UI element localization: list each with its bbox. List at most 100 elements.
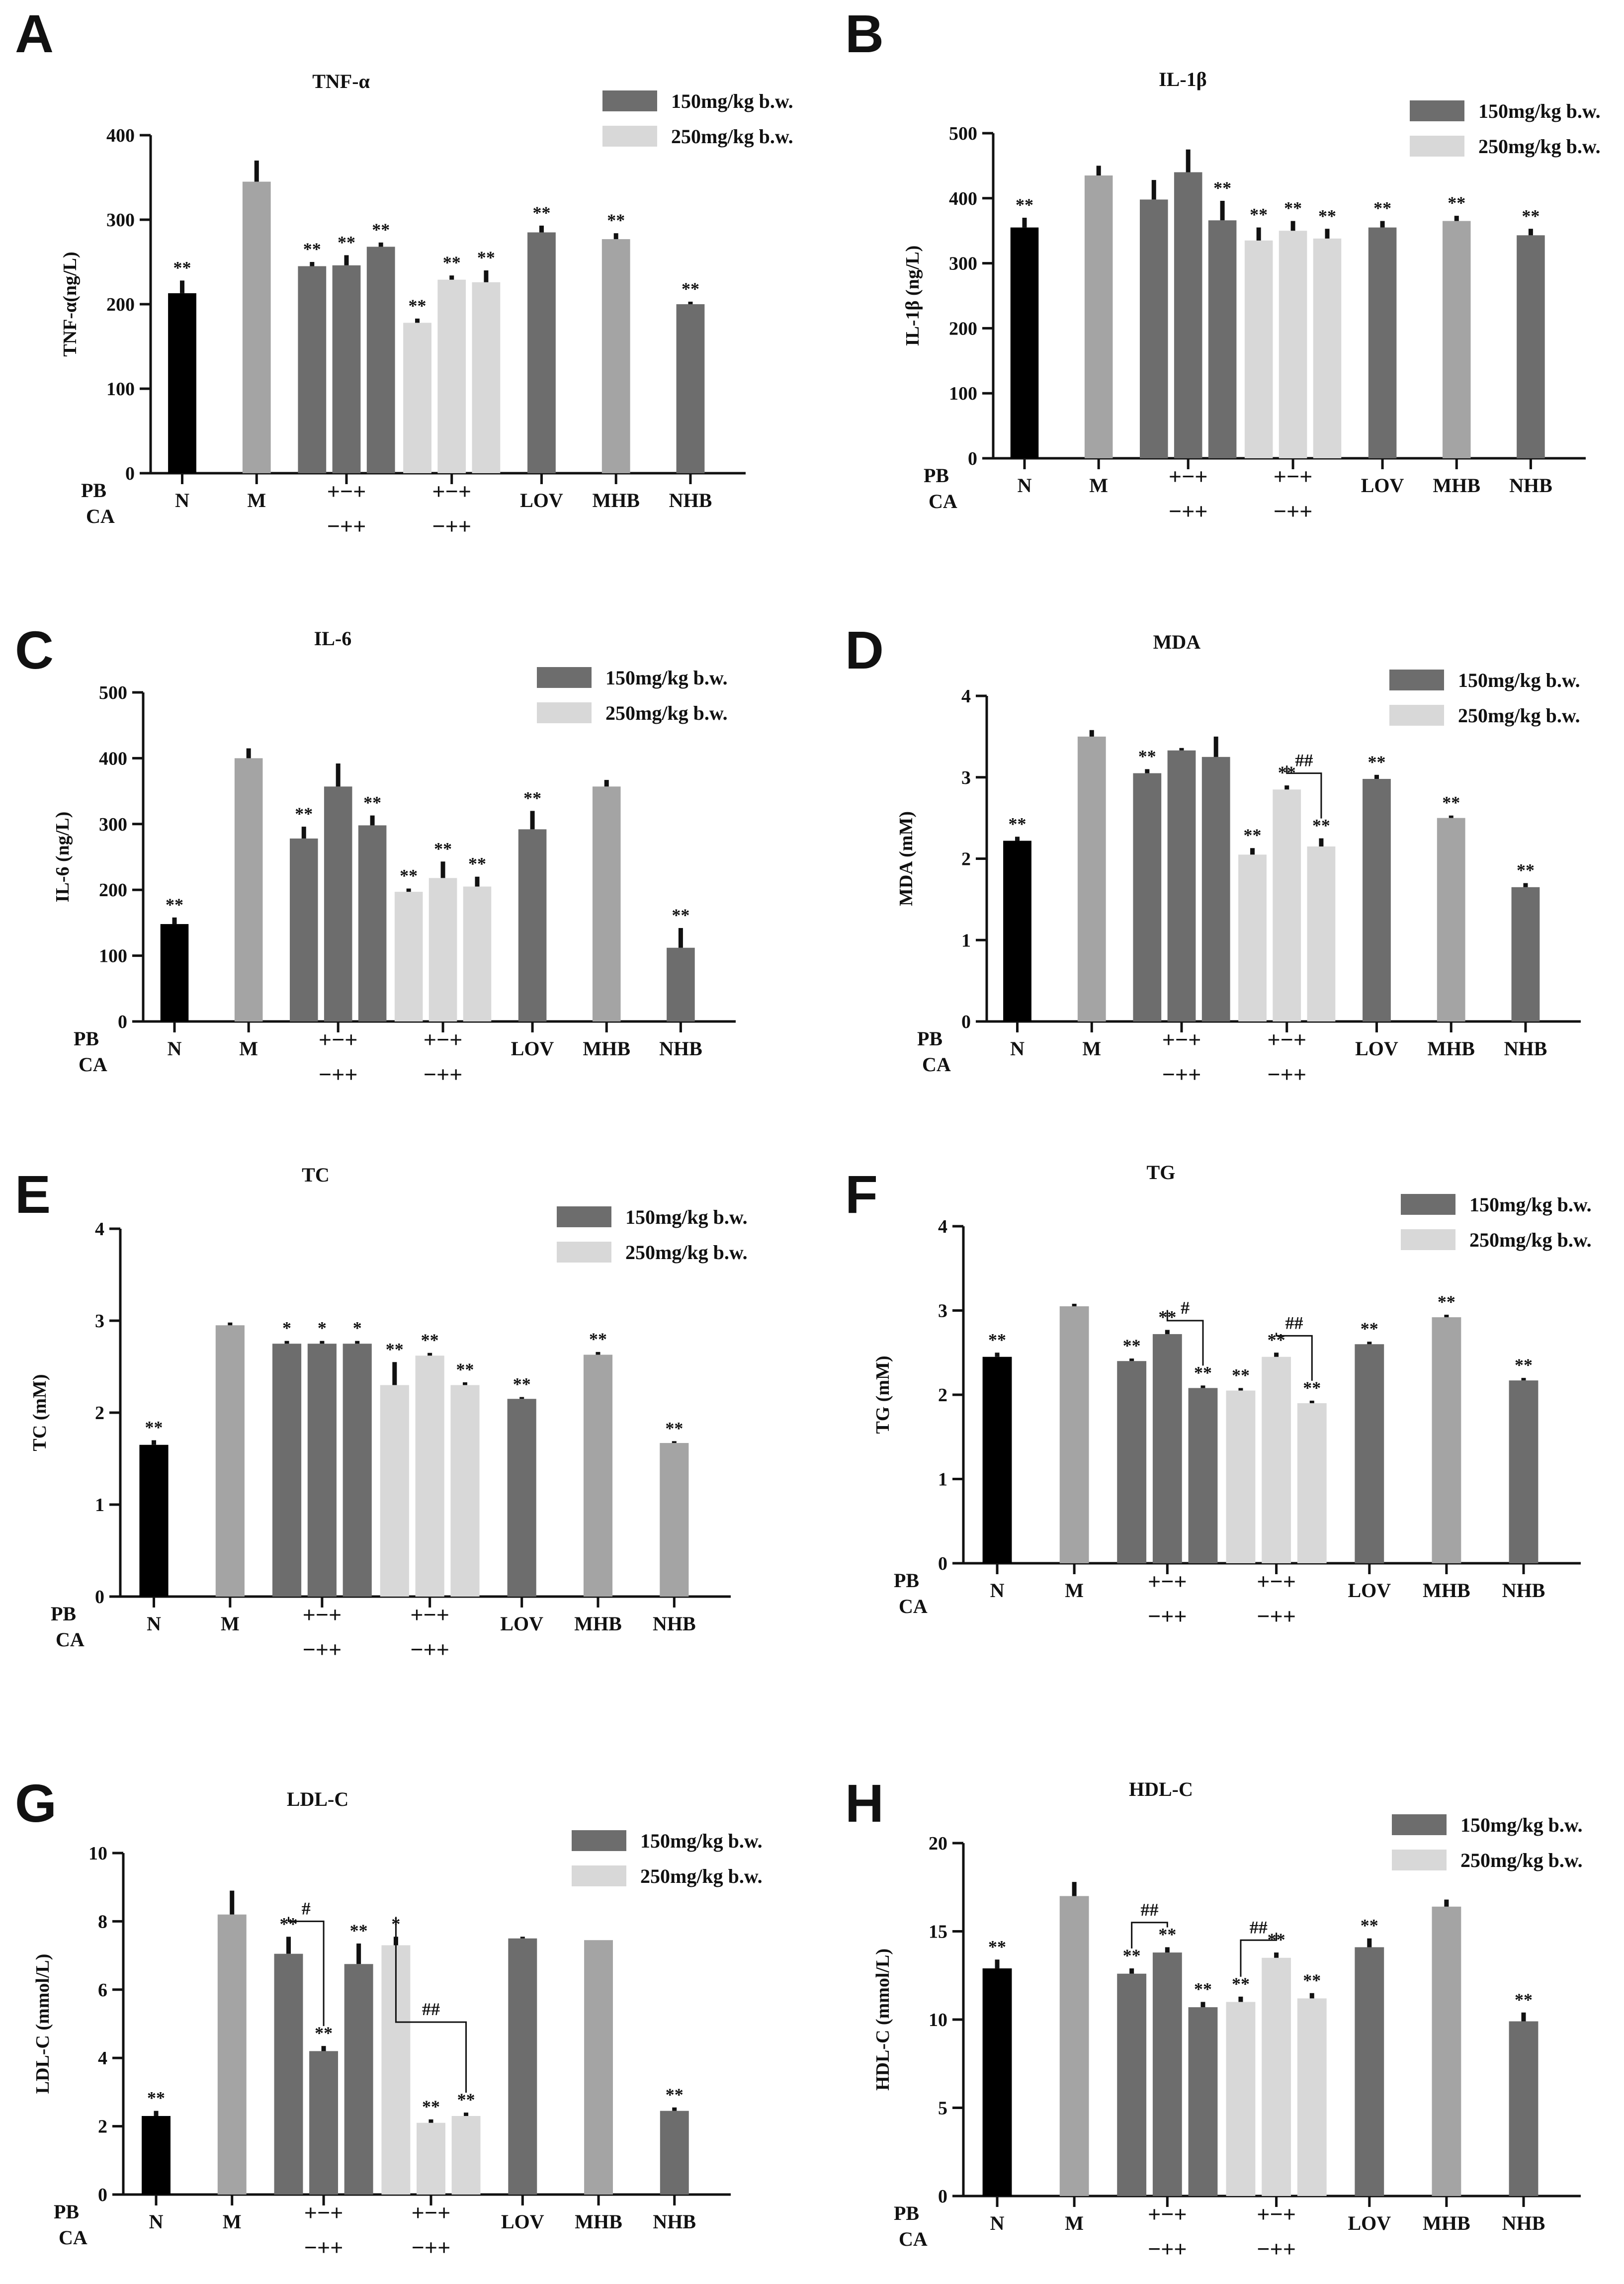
legend-swatch-250 bbox=[572, 1865, 626, 1886]
legend: 150mg/kg b.w. 250mg/kg b.w. bbox=[1392, 1814, 1583, 1871]
legend-swatch-150 bbox=[1392, 1814, 1447, 1835]
bar-group: ** bbox=[139, 1418, 169, 1597]
ca-signs: −++ bbox=[1257, 2236, 1296, 2262]
y-tick-label: 300 bbox=[949, 254, 977, 274]
panel-letter: D bbox=[845, 620, 884, 680]
significance-label: ** bbox=[173, 257, 191, 277]
bar-group: ** ** bbox=[289, 763, 387, 1021]
legend-label-250: 250mg/kg b.w. bbox=[605, 702, 728, 724]
significance-label: ** bbox=[434, 839, 452, 858]
significance-label: ** bbox=[666, 2085, 684, 2105]
bar-group: ** bbox=[1442, 193, 1471, 458]
bar bbox=[307, 1344, 337, 1597]
significance-label: ** bbox=[1138, 746, 1156, 766]
ca-signs: −++ bbox=[412, 2235, 451, 2260]
bar-group: ** bbox=[1509, 1990, 1539, 2196]
bar bbox=[527, 232, 556, 473]
y-tick-label: 400 bbox=[949, 188, 977, 209]
y-tick-label: 2 bbox=[95, 1403, 104, 1424]
y-tick-label: 2 bbox=[938, 1385, 947, 1406]
bar-group: ** bbox=[982, 1330, 1012, 1563]
y-tick-label: 4 bbox=[938, 1216, 947, 1237]
bar bbox=[1297, 1403, 1327, 1563]
significance-label: ** bbox=[523, 788, 541, 808]
y-tick-label: 400 bbox=[99, 748, 127, 769]
row-label-pb: PB bbox=[917, 1027, 942, 1050]
panel-letter: F bbox=[845, 1164, 878, 1224]
legend-swatch-250 bbox=[602, 126, 657, 147]
significance-label: * bbox=[353, 1318, 362, 1338]
legend: 150mg/kg b.w. 250mg/kg b.w. bbox=[1401, 1193, 1592, 1251]
bar bbox=[1355, 1947, 1384, 2196]
x-category-label: NHB bbox=[669, 489, 712, 511]
bar bbox=[160, 924, 189, 1021]
significance-label: ** bbox=[665, 1418, 683, 1438]
bar-group bbox=[508, 1937, 537, 2195]
y-axis-label: TG (mM) bbox=[872, 1355, 893, 1434]
bar bbox=[1117, 1973, 1147, 2196]
legend-label-250: 250mg/kg b.w. bbox=[1460, 1849, 1583, 1871]
panel-f: F TG 0 1 2 3 4 TG (mM) PB CA ** N M ** ** ** +−+ −++ ** ** *… bbox=[845, 1161, 1592, 1629]
hash-label: # bbox=[302, 1898, 311, 1918]
significance-label: ** bbox=[1232, 1974, 1250, 1994]
pb-signs: +−+ bbox=[1162, 1027, 1201, 1052]
ca-signs: −++ bbox=[319, 1062, 358, 1087]
bar bbox=[289, 838, 318, 1021]
bar bbox=[1167, 750, 1196, 1021]
bar-group: ** bbox=[1437, 793, 1465, 1021]
bar-group bbox=[242, 161, 271, 473]
significance-label: * bbox=[282, 1318, 291, 1338]
significance-label: * bbox=[318, 1318, 327, 1338]
y-tick-label: 500 bbox=[99, 682, 127, 703]
hash-label: ## bbox=[1140, 1900, 1158, 1920]
significance-label: ** bbox=[1303, 1378, 1321, 1398]
panel-letter: B bbox=[845, 3, 884, 64]
bar-group: ** bbox=[583, 1329, 613, 1597]
x-category-label: NHB bbox=[1502, 1579, 1545, 1602]
significance-label: ** bbox=[532, 203, 550, 223]
panel-letter: G bbox=[15, 1773, 57, 1833]
legend-swatch-250 bbox=[1392, 1850, 1447, 1870]
bar bbox=[415, 1355, 444, 1597]
bar bbox=[380, 1385, 409, 1597]
legend: 150mg/kg b.w. 250mg/kg b.w. bbox=[537, 667, 728, 724]
ca-signs: −++ bbox=[303, 1637, 342, 1662]
bar-group: ****** bbox=[380, 1330, 480, 1597]
bar-group: ****** bbox=[1226, 1930, 1327, 2196]
significance-label: ** bbox=[1123, 1946, 1141, 1965]
pb-signs: +−+ bbox=[319, 1027, 358, 1052]
bar-group: * * * bbox=[272, 1318, 372, 1597]
bar bbox=[508, 1938, 537, 2195]
bar bbox=[1297, 1998, 1327, 2196]
bar bbox=[324, 786, 352, 1021]
bar-group bbox=[1077, 730, 1106, 1021]
bar-group bbox=[1432, 1899, 1461, 2196]
x-category-label: N bbox=[1018, 474, 1032, 497]
bar bbox=[1117, 1361, 1147, 1563]
x-category-label: LOV bbox=[1348, 1579, 1391, 1602]
bar bbox=[1139, 199, 1168, 458]
bar-group: ** bbox=[527, 203, 556, 473]
x-category-label: N bbox=[175, 489, 189, 511]
hash-label: ## bbox=[1285, 1313, 1303, 1333]
significance-label: ** bbox=[1016, 195, 1033, 215]
x-category-label: NHB bbox=[1502, 2212, 1545, 2234]
y-tick-label: 0 bbox=[98, 2185, 107, 2205]
bar bbox=[1077, 736, 1106, 1021]
significance-label: ** bbox=[421, 1330, 439, 1350]
bar bbox=[1355, 1344, 1384, 1563]
bar-group: ** bbox=[1509, 1355, 1539, 1563]
y-tick-label: 400 bbox=[106, 125, 135, 146]
y-tick-label: 500 bbox=[949, 123, 977, 144]
legend-label-150: 150mg/kg b.w. bbox=[625, 1206, 748, 1228]
y-tick-label: 6 bbox=[98, 1980, 107, 2001]
y-tick-label: 1 bbox=[938, 1469, 947, 1490]
y-tick-label: 100 bbox=[99, 946, 127, 967]
y-tick-label: 300 bbox=[99, 814, 127, 835]
x-category-label: NHB bbox=[653, 1612, 696, 1635]
row-label-pb: PB bbox=[51, 1603, 76, 1625]
bar bbox=[982, 1968, 1012, 2196]
x-category-label: N bbox=[1010, 1037, 1025, 1060]
bar bbox=[1511, 887, 1540, 1021]
